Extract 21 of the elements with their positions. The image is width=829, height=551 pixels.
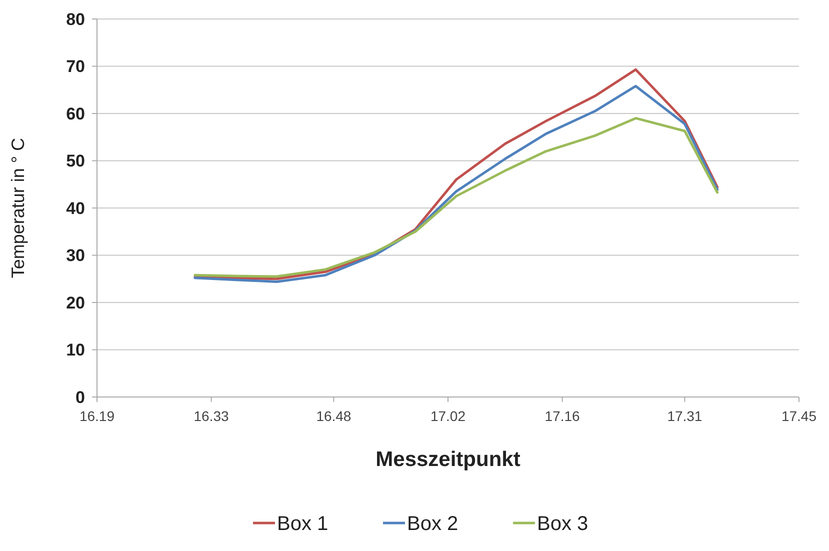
x-tick-label: 17.16 bbox=[544, 408, 580, 424]
y-tick-label: 80 bbox=[66, 10, 85, 29]
y-axis-title: Temperatur in ° C bbox=[8, 138, 28, 278]
legend-label: Box 3 bbox=[537, 513, 588, 535]
y-tick-label: 40 bbox=[66, 198, 85, 218]
y-tick-label: 30 bbox=[66, 246, 85, 266]
legend-label: Box 1 bbox=[277, 513, 328, 535]
y-tick-label: 10 bbox=[66, 340, 85, 360]
x-tick-label: 17.45 bbox=[781, 408, 817, 424]
y-tick-label: 60 bbox=[66, 104, 85, 124]
legend-label: Box 2 bbox=[407, 513, 458, 535]
y-tick-label: 20 bbox=[66, 293, 85, 312]
x-tick-label: 16.48 bbox=[316, 408, 352, 424]
y-tick-label: 0 bbox=[76, 388, 85, 407]
y-tick-label: 50 bbox=[66, 152, 85, 171]
x-tick-label: 16.33 bbox=[194, 408, 230, 424]
x-tick-label: 17.02 bbox=[430, 408, 466, 424]
x-axis-title: Messzeitpunkt bbox=[376, 448, 520, 471]
y-tick-label: 70 bbox=[66, 57, 85, 76]
x-tick-label: 17.31 bbox=[667, 408, 702, 424]
x-tick-label: 16.19 bbox=[79, 408, 115, 424]
